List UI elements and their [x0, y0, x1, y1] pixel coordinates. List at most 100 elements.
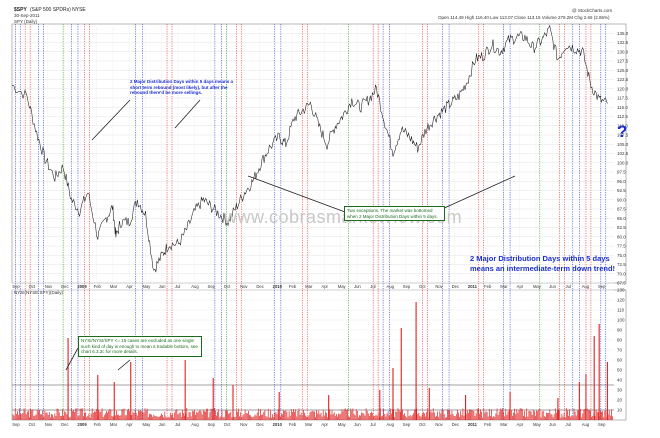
- x-tick-label-lower: Apr: [321, 422, 328, 427]
- price-legend: SPY (Daily): [14, 19, 38, 24]
- price-tick-label: 80.0: [617, 234, 626, 239]
- x-tick-label-lower: Jul: [175, 422, 180, 427]
- x-tick-label-lower: Aug: [582, 422, 590, 427]
- indicator-tick-label: 130: [617, 288, 625, 293]
- ohlc-readout: Open 114.49 High 116.40 Low 113.07 Close…: [438, 15, 610, 20]
- x-tick-label-lower: Jul: [565, 422, 570, 427]
- price-tick-label: 122.5: [617, 77, 629, 82]
- x-tick-label: 2009: [77, 284, 87, 289]
- x-tick-label: Jul: [565, 284, 570, 289]
- price-tick-label: 112.5: [617, 114, 628, 119]
- indicator-tick-label: 70: [617, 348, 623, 353]
- axis-labels: 135.0 132.5 130.0 127.5 125.0 122.5 120.0 117.5…: [12, 31, 628, 427]
- x-tick-label: 2011: [468, 284, 478, 289]
- price-tick-label: 72.5: [617, 262, 626, 267]
- indicator-series: [12, 302, 613, 420]
- price-tick-label: 110.0: [617, 123, 628, 128]
- x-tick-label: Apr: [517, 284, 524, 289]
- price-tick-label: 105.0: [617, 142, 629, 147]
- x-tick-label: Aug: [582, 284, 590, 289]
- price-tick-label: 85.0: [617, 216, 626, 221]
- x-tick-label-lower: Nov: [240, 422, 248, 427]
- x-tick-label: Sep: [598, 284, 606, 289]
- x-tick-label-lower: Mar: [305, 422, 313, 427]
- indicator-tick-label: 10: [617, 408, 623, 413]
- x-tick-label-lower: May: [338, 422, 347, 427]
- x-tick-label-lower: Feb: [289, 422, 297, 427]
- indicator-tick-label: 40: [617, 378, 623, 383]
- x-tick-label-lower: 2011: [468, 422, 478, 427]
- x-tick-label-lower: Jul: [370, 422, 375, 427]
- callout-line-exc-2: [439, 175, 516, 211]
- x-tick-label: Aug: [387, 284, 395, 289]
- x-tick-label-lower: 2010: [273, 422, 283, 427]
- x-tick-label-lower: Oct: [419, 422, 426, 427]
- note-exceptions: Two exceptions. The market was bottomed …: [344, 206, 445, 221]
- indicator-tick-label: 30: [617, 388, 623, 393]
- x-tick-label-lower: Sep: [12, 422, 20, 427]
- x-tick-label-lower: Sep: [598, 422, 606, 427]
- price-tick-label: 120.0: [617, 86, 629, 91]
- x-tick-label-lower: May: [533, 422, 542, 427]
- indicator-tick-label: 100: [617, 318, 625, 323]
- x-tick-label: Dec: [452, 284, 459, 289]
- x-tick-label: Dec: [256, 284, 263, 289]
- price-tick-label: 87.5: [617, 207, 626, 212]
- callout-line-top-2: [174, 99, 201, 129]
- x-tick-label: Jun: [159, 284, 166, 289]
- x-tick-label: Nov: [435, 284, 443, 289]
- price-tick-label: 107.5: [617, 133, 629, 138]
- price-tick-label: 117.5: [617, 96, 628, 101]
- price-tick-label: 102.5: [617, 151, 629, 156]
- note-intermediate-downtrend: 2 Major Distribution Days within 5 days …: [470, 254, 616, 273]
- indicator-legend: NYSI(NYSE:SPY)(Daily): [14, 290, 64, 295]
- x-tick-label-lower: Oct: [224, 422, 231, 427]
- indicator-tick-label: 60: [617, 358, 623, 363]
- x-tick-label-lower: Jun: [354, 422, 361, 427]
- chart-symbol: $SPY: [14, 7, 27, 13]
- x-tick-label-lower: Dec: [61, 422, 68, 427]
- x-tick-label: May: [142, 284, 151, 289]
- x-tick-label-lower: Dec: [452, 422, 459, 427]
- x-tick-label: Dec: [61, 284, 68, 289]
- question-mark: ?: [617, 122, 628, 141]
- x-tick-label-lower: Jun: [159, 422, 166, 427]
- grid-layer: [12, 24, 614, 411]
- price-tick-label: 132.5: [617, 40, 629, 45]
- callout-line-bottom-2: [117, 359, 131, 371]
- x-tick-label: Mar: [305, 284, 313, 289]
- x-tick-label-lower: May: [142, 422, 151, 427]
- callout-line-exc-1: [247, 175, 346, 213]
- price-tick-label: 75.0: [617, 253, 626, 258]
- x-tick-label: Apr: [321, 284, 328, 289]
- x-tick-label: Aug: [191, 284, 199, 289]
- price-tick-label: 67.5: [617, 281, 626, 286]
- x-tick-label: Jul: [370, 284, 375, 289]
- x-tick-label: Sep: [403, 284, 411, 289]
- x-tick-label: Nov: [240, 284, 248, 289]
- x-tick-label-lower: Sep: [208, 422, 216, 427]
- x-tick-label: Feb: [484, 284, 492, 289]
- x-tick-label: Jun: [354, 284, 361, 289]
- price-tick-label: 135.0: [617, 31, 629, 36]
- x-tick-label-lower: Oct: [29, 422, 36, 427]
- x-tick-label: Jul: [175, 284, 180, 289]
- x-tick-label-lower: Dec: [256, 422, 263, 427]
- x-tick-label-lower: Aug: [387, 422, 395, 427]
- x-tick-label-lower: Jun: [549, 422, 556, 427]
- x-tick-label-lower: 2009: [77, 422, 87, 427]
- price-tick-label: 92.5: [617, 188, 626, 193]
- x-tick-label-lower: Feb: [94, 422, 102, 427]
- x-tick-label: 2010: [273, 284, 283, 289]
- x-tick-label: Apr: [126, 284, 133, 289]
- x-tick-label: Oct: [419, 284, 426, 289]
- x-tick-label: Sep: [12, 284, 20, 289]
- x-tick-label: Feb: [94, 284, 102, 289]
- callout-line-top-1: [91, 99, 131, 141]
- x-tick-label-lower: Nov: [435, 422, 443, 427]
- x-tick-label: Sep: [208, 284, 216, 289]
- x-tick-label: Nov: [45, 284, 53, 289]
- price-tick-label: 115.0: [617, 105, 628, 110]
- x-tick-label-lower: Feb: [484, 422, 492, 427]
